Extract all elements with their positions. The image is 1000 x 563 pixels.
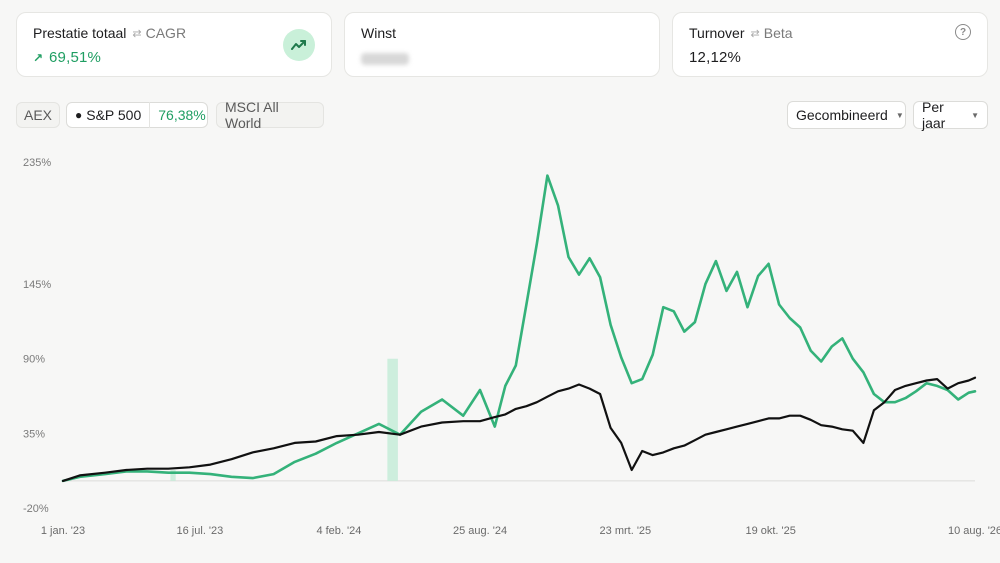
x-tick-label: 10 aug. '26 xyxy=(948,525,1000,537)
mode-select-value: Gecombineerd xyxy=(796,107,888,123)
active-dot-icon: ● xyxy=(75,108,83,122)
hidden-value xyxy=(361,53,409,65)
x-tick-label: 4 feb. '24 xyxy=(316,525,361,537)
benchmark-sp500-button[interactable]: ● S&P 500 76,38% xyxy=(66,102,208,128)
card-alt-label: Beta xyxy=(763,25,793,41)
x-tick-label: 23 mrt. '25 xyxy=(600,525,652,537)
performance-chart[interactable]: 235% 145% 90% 35% -20% 1 jan. '23 16 jul. '23 4… xyxy=(0,145,1000,545)
y-tick-label: 235% xyxy=(23,157,51,169)
chip-label: MSCI All World xyxy=(225,99,279,131)
card-value-text: 69,51% xyxy=(49,49,102,66)
y-tick-label: 90% xyxy=(23,354,45,366)
y-tick-label: 145% xyxy=(23,279,51,291)
card-profit[interactable]: Winst xyxy=(344,12,660,77)
x-tick-label: 25 aug. '24 xyxy=(453,525,507,537)
swap-icon: ⇄ xyxy=(750,27,760,40)
highlight-band xyxy=(387,358,398,481)
chip-label: S&P 500 xyxy=(86,107,142,123)
chip-divider xyxy=(149,102,151,128)
y-tick-label: 35% xyxy=(23,428,45,440)
y-tick-label: -20% xyxy=(23,503,49,515)
highlight-band xyxy=(170,470,176,481)
chevron-down-icon: ▼ xyxy=(971,110,979,120)
x-tick-label: 1 jan. '23 xyxy=(41,525,85,537)
trending-up-icon xyxy=(283,29,315,61)
benchmark-aex-button[interactable]: AEX xyxy=(16,102,60,128)
x-tick-label: 19 okt. '25 xyxy=(745,525,795,537)
x-tick-label: 16 jul. '23 xyxy=(177,525,224,537)
chevron-down-icon: ▼ xyxy=(895,110,904,120)
benchmark-msci-button[interactable]: MSCI All World xyxy=(216,99,324,131)
card-alt-toggle[interactable]: ⇄ CAGR xyxy=(132,25,186,41)
arrow-up-right-icon: ↗ xyxy=(33,51,44,65)
card-label: Prestatie totaal xyxy=(33,25,127,41)
card-total-performance[interactable]: Prestatie totaal ⇄ CAGR ↗ 69,51% xyxy=(16,12,332,77)
card-value: ↗ 69,51% xyxy=(33,49,315,66)
card-header: Turnover ⇄ Beta xyxy=(689,25,971,41)
benchmark-series-line xyxy=(61,376,977,482)
card-turnover[interactable]: Turnover ⇄ Beta 12,12% ? xyxy=(672,12,988,77)
card-alt-toggle[interactable]: ⇄ Beta xyxy=(751,25,793,41)
card-header: Winst xyxy=(361,25,643,41)
mode-select[interactable]: Gecombineerd ▼ xyxy=(787,101,906,129)
card-header: Prestatie totaal ⇄ CAGR xyxy=(33,25,315,41)
period-select-value: Per jaar xyxy=(922,99,946,131)
card-label: Turnover xyxy=(689,25,745,41)
card-value-text: 12,12% xyxy=(689,49,742,66)
card-label: Winst xyxy=(361,25,396,41)
card-alt-label: CAGR xyxy=(145,25,187,41)
chip-label: AEX xyxy=(24,107,53,123)
portfolio-series-line xyxy=(61,174,977,483)
swap-icon: ⇄ xyxy=(132,27,142,40)
period-select[interactable]: Per jaar ▼ xyxy=(913,99,988,131)
chip-value: 76,38% xyxy=(158,107,206,123)
card-value xyxy=(361,49,643,69)
help-circle-icon[interactable]: ? xyxy=(955,24,971,40)
